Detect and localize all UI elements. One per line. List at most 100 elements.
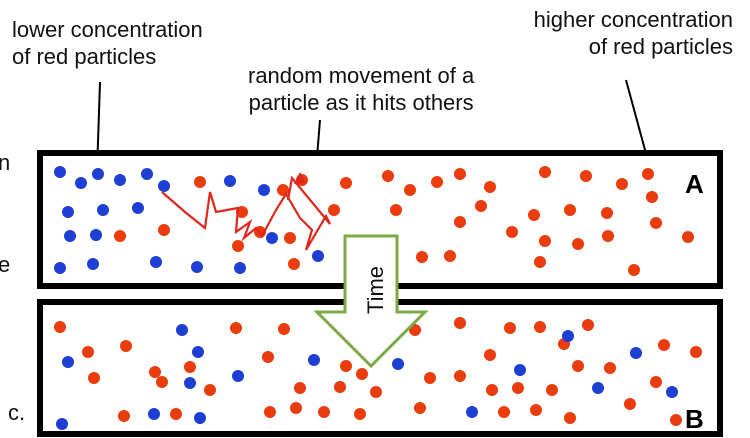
- blue-particle: [141, 168, 153, 180]
- red-particle: [230, 322, 242, 334]
- time-arrow: [313, 234, 429, 369]
- random-walk-arrowhead: [294, 172, 306, 184]
- red-particle: [564, 412, 576, 424]
- edge-fragment-3: c.: [8, 400, 26, 425]
- red-particle: [498, 406, 510, 418]
- blue-particle: [466, 406, 478, 418]
- blue-particle: [54, 262, 66, 274]
- red-particle: [156, 376, 168, 388]
- red-particle: [602, 230, 614, 242]
- random-walk-path: [161, 175, 331, 251]
- red-particle: [444, 250, 456, 262]
- blue-particle: [191, 261, 203, 273]
- red-particle: [382, 170, 394, 182]
- red-particle: [318, 406, 330, 418]
- blue-particle: [232, 370, 244, 382]
- red-particle: [424, 372, 436, 384]
- blue-particle: [62, 356, 74, 368]
- red-particle: [82, 346, 94, 358]
- time-label: Time: [363, 266, 388, 314]
- red-particle: [334, 381, 346, 393]
- red-particle: [582, 319, 594, 331]
- panel-a-label: A: [685, 169, 704, 199]
- red-particle: [454, 216, 466, 228]
- blue-particle: [148, 408, 160, 420]
- blue-particle: [114, 174, 126, 186]
- red-particle: [454, 317, 466, 329]
- red-particle: [504, 322, 516, 334]
- red-particle: [512, 382, 524, 394]
- blue-particle: [64, 230, 76, 242]
- red-particle: [264, 406, 276, 418]
- red-particle: [650, 217, 662, 229]
- red-particle: [454, 370, 466, 382]
- red-particle: [288, 258, 300, 270]
- blue-particle: [266, 232, 278, 244]
- blue-particle: [258, 184, 270, 196]
- red-particle: [170, 408, 182, 420]
- red-particle: [564, 204, 576, 216]
- red-particle: [414, 402, 426, 414]
- red-particle: [601, 207, 613, 219]
- red-particle: [158, 224, 170, 236]
- red-particle: [88, 372, 100, 384]
- label-lower-concentration: lower concentration of red particles: [12, 17, 203, 69]
- red-particle: [404, 184, 416, 196]
- blue-particle: [392, 358, 404, 370]
- red-particle: [284, 232, 296, 244]
- red-particle: [484, 349, 496, 361]
- blue-particle: [150, 256, 162, 268]
- red-particle: [534, 256, 546, 268]
- red-particle: [658, 339, 670, 351]
- blue-particle: [308, 354, 320, 366]
- red-particle: [528, 209, 540, 221]
- red-particle: [539, 235, 551, 247]
- red-particle: [506, 226, 518, 238]
- blue-particle: [184, 377, 196, 389]
- red-particle: [642, 168, 654, 180]
- edge-fragment-1: n: [0, 150, 11, 175]
- red-particle: [120, 340, 132, 352]
- blue-particle: [158, 180, 170, 192]
- blue-particle: [312, 250, 324, 262]
- label-random-movement: random movement of a particle as it hits…: [248, 63, 475, 115]
- red-particle: [356, 368, 368, 380]
- blue-particle: [132, 202, 144, 214]
- red-particle: [454, 168, 466, 180]
- blue-particle: [224, 175, 236, 187]
- red-particle: [294, 382, 306, 394]
- blue-particle: [54, 166, 66, 178]
- red-particle: [682, 231, 694, 243]
- blue-particle: [630, 347, 642, 359]
- red-particle: [534, 321, 546, 333]
- red-particle: [690, 346, 702, 358]
- red-particle: [118, 410, 130, 422]
- blue-particle: [176, 324, 188, 336]
- red-particle: [328, 204, 340, 216]
- red-particle: [114, 230, 126, 242]
- red-particle: [580, 170, 592, 182]
- red-particle: [54, 321, 66, 333]
- red-particle: [572, 360, 584, 372]
- blue-particle: [592, 382, 604, 394]
- panel-b-particles: [54, 317, 702, 430]
- blue-particle: [514, 364, 526, 376]
- red-particle: [546, 384, 558, 396]
- red-particle: [650, 376, 662, 388]
- red-particle: [624, 398, 636, 410]
- blue-particle: [87, 258, 99, 270]
- red-particle: [232, 240, 244, 252]
- label-higher-concentration: higher concentration of red particles: [533, 7, 733, 59]
- red-particle: [390, 204, 402, 216]
- blue-particle: [90, 229, 102, 241]
- red-particle: [646, 191, 658, 203]
- blue-particle: [92, 168, 104, 180]
- red-particle: [628, 264, 640, 276]
- blue-particle: [97, 204, 109, 216]
- red-particle: [204, 384, 216, 396]
- red-particle: [484, 181, 496, 193]
- red-particle: [290, 402, 302, 414]
- red-particle: [486, 384, 498, 396]
- panel-b-label: B: [685, 404, 704, 434]
